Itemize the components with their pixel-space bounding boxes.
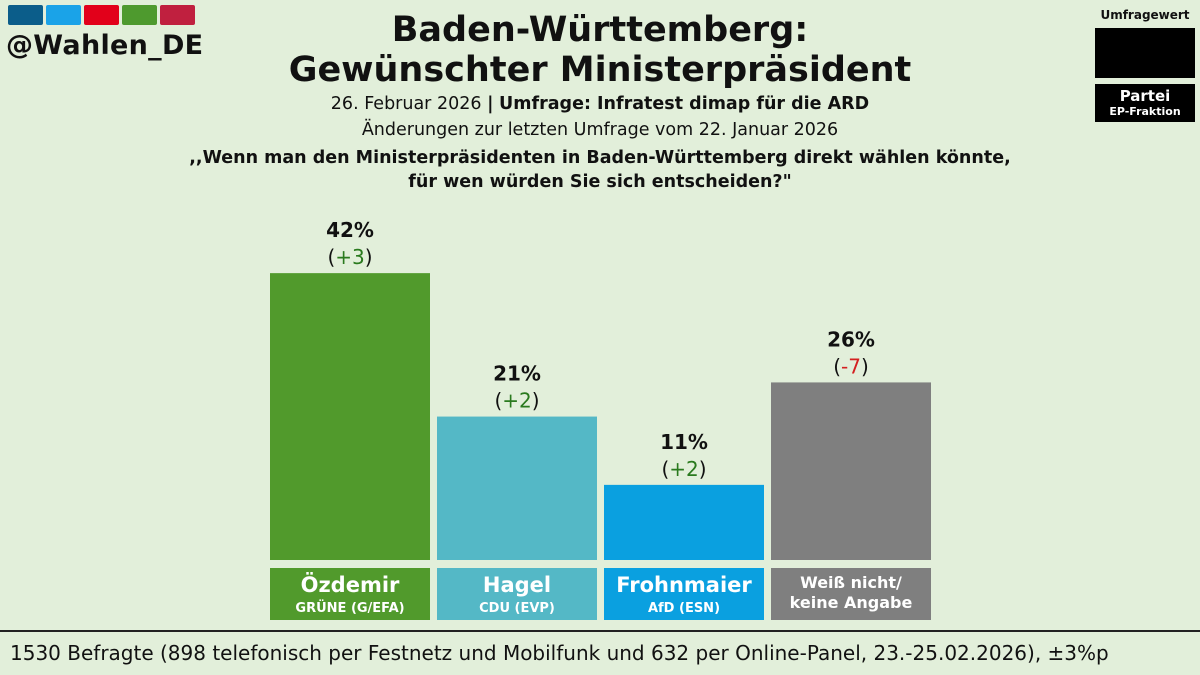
bar [604,484,764,560]
account-handle: @Wahlen_DE [6,30,204,61]
legend: Umfragewert Partei EP-Fraktion [1095,8,1195,122]
brand-color-bar [8,5,195,25]
legend-party-box: Partei EP-Fraktion [1095,84,1195,122]
brand-swatch-2 [46,5,81,25]
bar-change-label: (-7) [833,354,869,378]
poll-info: 26. Februar 2026 | Umfrage: Infratest di… [200,93,1000,115]
question-line-1: ,,Wenn man den Ministerpräsidenten in Ba… [189,148,1011,168]
legend-value-label: Umfragewert [1100,8,1190,22]
bar-value-label: 26% [827,327,875,351]
legend-value-box [1095,28,1195,78]
bar-change-label: (+2) [494,389,539,413]
category-name: Özdemir [301,572,400,597]
separator: | [487,94,494,114]
category-label-box [270,568,430,620]
bar [771,382,931,560]
bar-change-label: (+2) [661,457,706,481]
legend-party-label: Partei [1119,87,1171,105]
chart-title: Baden-Württemberg: Gewünschter Ministerp… [200,10,1000,90]
category-label-box [437,568,597,620]
bar-value-label: 11% [660,430,708,454]
brand-swatch-4 [122,5,157,25]
brand-swatch-5 [160,5,195,25]
category-name: Weiß nicht/ [800,573,902,592]
changes-note: Änderungen zur letzten Umfrage vom 22. J… [361,120,839,140]
category-party: AfD (ESN) [648,601,720,616]
category-label-box [604,568,764,620]
legend-group-label: EP-Fraktion [1109,105,1181,118]
poll-source: Umfrage: Infratest dimap für die ARD [499,94,870,114]
category-label-box [771,568,931,620]
title-line-1: Baden-Württemberg: [391,10,809,50]
bar-change-label: (+3) [327,245,372,269]
category-name: keine Angabe [790,593,913,612]
category-name: Hagel [483,573,551,597]
bar-value-label: 42% [326,218,374,242]
brand-swatch-3 [84,5,119,25]
bar [270,273,430,560]
category-party: CDU (EVP) [479,601,555,616]
poll-date: 26. Februar 2026 [330,94,482,114]
brand-swatch-1 [8,5,43,25]
title-line-2: Gewünschter Ministerpräsident [288,50,912,90]
survey-question: ,,Wenn man den Ministerpräsidenten in Ba… [120,146,1080,194]
question-line-2: für wen würden Sie sich entscheiden?" [408,172,792,192]
footer-sample-info: 1530 Befragte (898 telefonisch per Festn… [0,630,1200,675]
category-name: Frohnmaier [616,573,752,597]
category-party: GRÜNE (G/EFA) [295,600,404,616]
bar-value-label: 21% [493,362,541,386]
bar [437,416,597,560]
